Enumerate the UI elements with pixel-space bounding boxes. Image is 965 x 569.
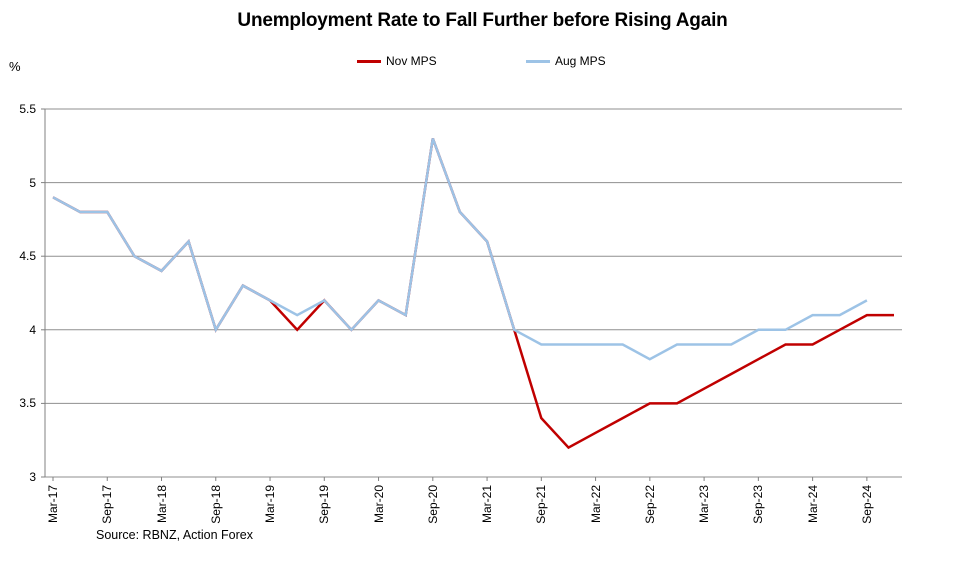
y-axis-unit-label: % [9, 59, 21, 74]
x-tick-label: Sep-20 [425, 485, 440, 524]
x-tick-label: Mar-24 [805, 485, 820, 524]
nov-mps-line-swatch [357, 59, 381, 63]
legend-item-aug-mps: Aug MPS [526, 54, 606, 68]
x-tick-label: Mar-22 [588, 485, 603, 524]
x-tick-label: Sep-24 [859, 485, 874, 524]
x-tick-label: Mar-18 [154, 485, 169, 524]
aug-mps-line-swatch [526, 59, 550, 63]
x-tick-label: Mar-21 [480, 485, 495, 524]
y-tick-label: 3.5 [19, 396, 36, 411]
y-tick-label: 5 [29, 175, 36, 190]
legend-label-aug-mps: Aug MPS [555, 54, 606, 68]
x-tick-label: Sep-18 [208, 485, 223, 524]
x-tick-label: Mar-20 [371, 485, 386, 524]
y-tick-label: 4.5 [19, 249, 36, 264]
series-line-aug-mps [52, 137, 868, 361]
y-tick-label: 3 [29, 470, 36, 484]
chart-title: Unemployment Rate to Fall Further before… [237, 10, 728, 31]
legend-item-nov-mps: Nov MPS [357, 54, 437, 68]
x-tick-label: Mar-19 [263, 485, 278, 524]
x-tick-label: Sep-22 [642, 485, 657, 524]
x-tick-label: Sep-23 [751, 485, 766, 524]
y-tick-label: 5.5 [19, 102, 36, 116]
x-tick-label: Mar-23 [697, 485, 712, 524]
x-tick-label: Mar-17 [46, 485, 60, 524]
source-note: Source: RBNZ, Action Forex [96, 528, 254, 542]
y-tick-label: 4 [29, 322, 36, 337]
series-line-nov-mps [52, 137, 894, 450]
x-tick-label: Sep-21 [534, 485, 549, 524]
legend-label-nov-mps: Nov MPS [386, 54, 437, 68]
x-tick-label: Sep-19 [317, 485, 332, 524]
x-tick-label: Sep-17 [100, 485, 115, 524]
